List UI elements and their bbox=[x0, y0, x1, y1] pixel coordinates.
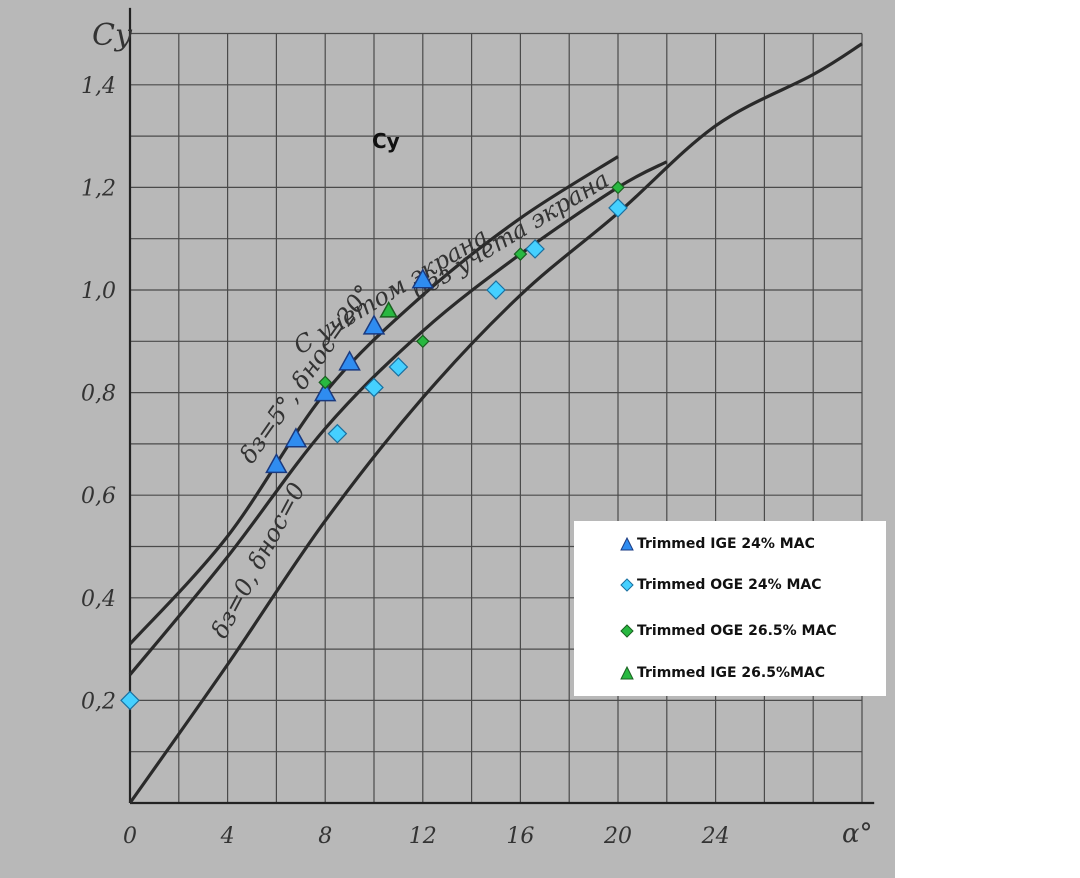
data-point-diamond bbox=[327, 423, 348, 444]
data-point-triangle bbox=[313, 381, 337, 402]
legend-label: Trimmed IGE 24% MAC bbox=[637, 536, 815, 552]
data-point-diamond bbox=[318, 375, 333, 390]
y-tick-label: 1,4 bbox=[81, 74, 116, 99]
legend-item-oge-265: Trimmed OGE 26.5% MAC bbox=[620, 623, 837, 639]
x-tick-label: 4 bbox=[220, 824, 235, 849]
data-point-triangle bbox=[362, 314, 386, 335]
y-tick-label: 0,2 bbox=[81, 689, 116, 714]
x-tick-label: 12 bbox=[409, 824, 437, 849]
curve-line bbox=[128, 42, 863, 804]
curve-line bbox=[128, 160, 668, 676]
y-tick-label: 0,4 bbox=[81, 587, 116, 612]
diamond-marker-icon bbox=[620, 624, 634, 638]
x-axis-title: α° bbox=[842, 819, 873, 849]
data-point-diamond bbox=[415, 334, 430, 349]
data-point-diamond bbox=[486, 280, 506, 300]
y-axis-title: Cy bbox=[92, 18, 133, 53]
x-tick-label: 20 bbox=[603, 824, 632, 849]
y-tick-label: 0,6 bbox=[81, 484, 116, 509]
diamond-marker-icon bbox=[620, 578, 634, 592]
y-tick-label: 0,8 bbox=[81, 382, 116, 407]
legend-item-ige-24: Trimmed IGE 24% MAC bbox=[620, 536, 815, 552]
data-point-diamond bbox=[120, 690, 140, 711]
chart-title: Cy bbox=[372, 129, 400, 153]
legend-item-oge-24: Trimmed OGE 24% MAC bbox=[620, 577, 822, 593]
y-tick-label: 1,0 bbox=[81, 279, 116, 304]
data-point-diamond bbox=[608, 198, 628, 218]
data-point-triangle bbox=[411, 268, 435, 289]
x-tick-label: 16 bbox=[506, 824, 534, 849]
data-point-triangle bbox=[379, 300, 398, 318]
legend-label: Trimmed OGE 24% MAC bbox=[637, 577, 822, 593]
x-tick-label: 8 bbox=[318, 824, 332, 849]
legend-item-ige-265: Trimmed IGE 26.5%MAC bbox=[620, 665, 825, 681]
data-point-diamond bbox=[364, 377, 384, 398]
y-tick-label: 1,2 bbox=[81, 176, 116, 201]
x-tick-label: 0 bbox=[123, 824, 137, 849]
legend-label: Trimmed IGE 26.5%MAC bbox=[637, 665, 826, 681]
data-point-diamond bbox=[513, 247, 528, 261]
chart-legend: Trimmed IGE 24% MAC Trimmed OGE 24% MAC … bbox=[574, 521, 886, 696]
legend-label: Trimmed OGE 26.5% MAC bbox=[637, 623, 837, 639]
paper-background bbox=[0, 0, 895, 878]
triangle-marker-icon bbox=[620, 666, 634, 680]
triangle-marker-icon bbox=[620, 537, 634, 551]
data-point-triangle bbox=[284, 427, 308, 448]
x-tick-label: 24 bbox=[701, 824, 730, 849]
curve-line bbox=[128, 155, 619, 646]
data-point-diamond bbox=[611, 180, 625, 195]
data-point-triangle bbox=[338, 350, 361, 371]
data-point-diamond bbox=[388, 357, 409, 377]
data-point-diamond bbox=[525, 239, 545, 259]
data-point-triangle bbox=[265, 452, 288, 474]
